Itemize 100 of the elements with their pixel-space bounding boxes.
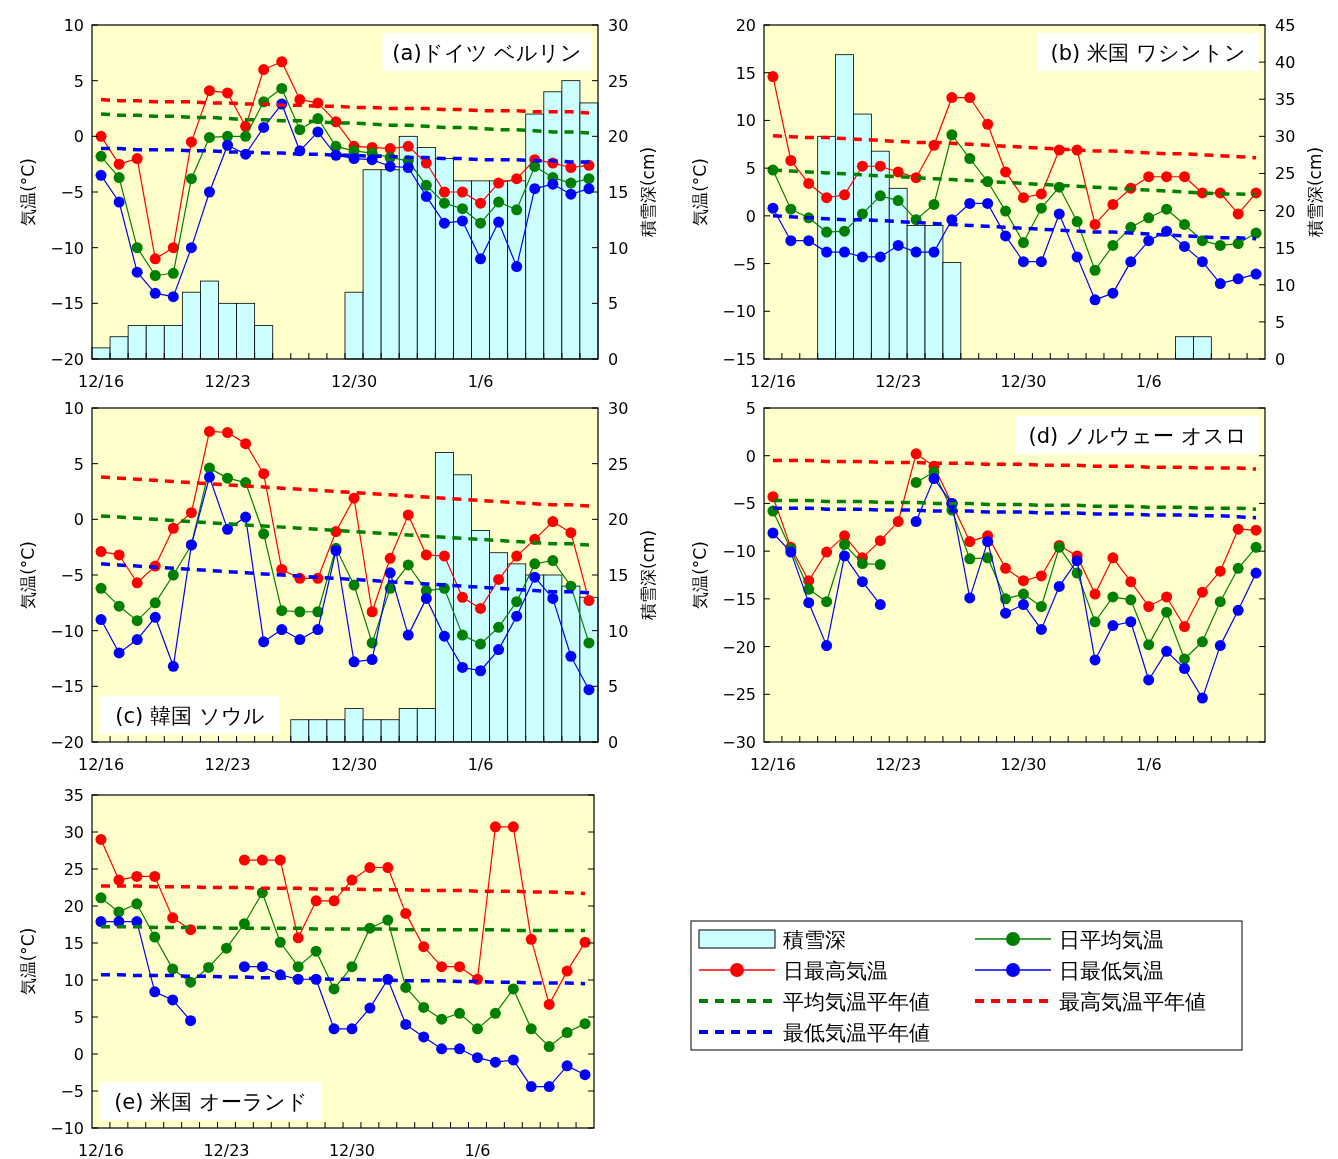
text: (d) ノルウェー オスロ [1028, 424, 1247, 448]
y-tick-label: −20 [50, 350, 84, 369]
y-tick-label: −5 [732, 254, 756, 274]
y-tick-label: 10 [63, 971, 84, 990]
y-tick-label: −10 [50, 1119, 84, 1138]
x-tick-label: 12/30 [1000, 755, 1047, 774]
x-tick-label: 12/16 [77, 372, 125, 391]
y-tick-label: 30 [63, 823, 84, 842]
y-tick-label: −10 [50, 238, 84, 258]
x-tick-label: 12/23 [204, 372, 251, 391]
x-tick-label: 12/23 [875, 755, 922, 774]
y-tick-label: 5 [73, 71, 84, 91]
x-tick-label: 12/23 [204, 755, 251, 774]
x-tick-label: 12/23 [203, 1141, 250, 1159]
y-tick-label: −25 [722, 685, 756, 705]
y-tick-label: 10 [735, 111, 756, 131]
y2-tick-label: 20 [1275, 201, 1296, 221]
y2-tick-label: 40 [1275, 53, 1296, 73]
y-tick-label: −5 [60, 566, 84, 585]
y2-tick-label: 30 [608, 399, 629, 418]
y-axis-title: 気温(°C) [690, 158, 710, 226]
x-tick-label: 12/30 [328, 1141, 376, 1159]
y2-tick-label: 0 [608, 733, 619, 752]
y2-tick-label: 5 [1275, 312, 1286, 332]
y2-tick-label: 15 [608, 183, 629, 202]
y-tick-label: −5 [60, 1082, 84, 1101]
y-tick-label: 20 [63, 897, 84, 916]
y2-tick-label: 25 [1275, 164, 1296, 184]
y2-tick-label: 10 [1275, 275, 1296, 295]
y-tick-label: 0 [73, 1045, 84, 1064]
legend-label: 日最低気温 [1059, 959, 1164, 983]
y-tick-label: 5 [73, 454, 84, 474]
y-tick-label: 0 [73, 127, 84, 147]
y-tick-label: −10 [722, 302, 756, 322]
y-tick-label: 10 [63, 16, 84, 35]
y2-tick-label: 10 [608, 621, 629, 641]
y2-tick-label: 30 [1275, 127, 1296, 147]
y-tick-label: −15 [722, 350, 756, 369]
legend-label: 最高気温平年値 [1059, 990, 1206, 1014]
y-tick-label: 15 [735, 63, 756, 83]
y2-tick-label: 45 [1275, 16, 1296, 35]
x-tick-label: 12/16 [77, 1141, 125, 1159]
y2-tick-label: 5 [608, 677, 619, 697]
y-tick-label: 0 [73, 510, 84, 530]
legend-label: 日平均気温 [1059, 928, 1164, 952]
y2-tick-label: 20 [608, 510, 629, 530]
x-tick-label: 1/6 [464, 1141, 491, 1159]
y2-tick-label: 15 [1275, 238, 1296, 258]
y-tick-label: −15 [50, 677, 84, 697]
x-tick-label: 1/6 [1135, 372, 1162, 391]
x-tick-label: 12/23 [875, 372, 922, 391]
text: (e) 米国 オーランド [114, 1090, 308, 1114]
y2-axis-title: 積雪深(cm) [1305, 146, 1325, 238]
x-tick-label: 12/16 [77, 755, 125, 774]
y2-tick-label: 35 [1275, 90, 1296, 110]
x-tick-label: 1/6 [467, 755, 494, 774]
legend-label: 積雪深 [783, 928, 846, 952]
y-tick-label: −15 [50, 294, 84, 314]
y-axis-title: 気温(°C) [18, 541, 38, 609]
x-tick-label: 12/30 [330, 372, 378, 391]
y-tick-label: −5 [732, 494, 756, 514]
text: (b) 米国 ワシントン [1050, 41, 1246, 65]
y2-tick-label: 0 [608, 350, 619, 369]
x-tick-label: 1/6 [1135, 755, 1162, 774]
y-axis-title: 気温(°C) [690, 541, 710, 609]
y-tick-label: −10 [722, 542, 756, 562]
y2-tick-label: 10 [608, 238, 629, 258]
y-tick-label: 5 [73, 1008, 84, 1027]
x-tick-label: 12/30 [1000, 372, 1047, 391]
y-tick-label: −15 [722, 589, 756, 609]
x-tick-label: 1/6 [467, 372, 494, 391]
y-axis-title: 気温(°C) [18, 158, 38, 226]
x-tick-label: 12/16 [749, 372, 796, 391]
y-tick-label: −30 [722, 733, 756, 752]
legend-label: 平均気温平年値 [783, 990, 930, 1014]
y2-tick-label: 15 [608, 566, 629, 585]
y-tick-label: −10 [50, 621, 84, 641]
y-tick-label: 20 [735, 16, 756, 35]
text: (a)ドイツ ベルリン [392, 41, 583, 65]
text: (c) 韓国 ソウル [115, 704, 265, 728]
x-tick-label: 12/30 [330, 755, 378, 774]
y2-tick-label: 5 [608, 294, 619, 314]
y-tick-label: −20 [50, 733, 84, 752]
y-tick-label: 0 [745, 206, 756, 226]
y-tick-label: 35 [63, 786, 84, 805]
y2-tick-label: 20 [608, 127, 629, 147]
x-tick-label: 12/16 [749, 755, 796, 774]
legend-label: 日最高気温 [783, 959, 888, 983]
y2-tick-label: 25 [608, 454, 629, 474]
y-tick-label: 5 [745, 159, 756, 179]
y2-tick-label: 25 [608, 71, 629, 91]
y-tick-label: 5 [745, 399, 756, 418]
legend-label: 最低気温平年値 [783, 1021, 930, 1045]
y-tick-label: 0 [745, 446, 756, 466]
y-tick-label: −5 [60, 183, 84, 202]
y-tick-label: −20 [722, 637, 756, 657]
y2-tick-label: 30 [608, 16, 629, 35]
y-tick-label: 15 [63, 934, 84, 953]
y2-axis-title: 積雪深(cm) [638, 146, 658, 238]
y2-tick-label: 0 [1275, 350, 1286, 369]
